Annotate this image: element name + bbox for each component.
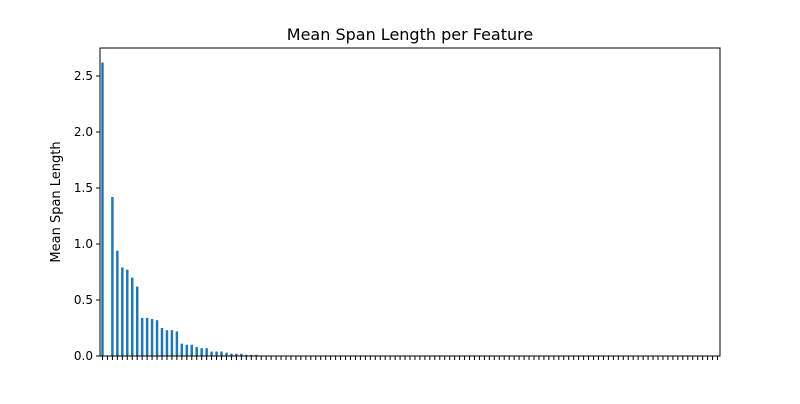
bar bbox=[215, 352, 217, 356]
bar bbox=[111, 197, 113, 356]
y-tick-label: 0.5 bbox=[74, 293, 93, 307]
bar bbox=[200, 348, 202, 356]
plot-frame bbox=[100, 48, 720, 356]
bar bbox=[116, 251, 118, 356]
x-ticks-group bbox=[102, 356, 717, 360]
bar bbox=[151, 319, 153, 356]
bar bbox=[186, 345, 188, 356]
bar bbox=[161, 328, 163, 356]
bar bbox=[191, 345, 193, 356]
bar bbox=[121, 268, 123, 356]
y-tick-label: 2.5 bbox=[74, 69, 93, 83]
bar bbox=[195, 347, 197, 356]
bar bbox=[131, 278, 133, 356]
bar bbox=[101, 63, 103, 356]
bar bbox=[205, 348, 207, 356]
y-ticks-group: 0.0 0.5 1.0 1.5 2.0 2.5 bbox=[74, 69, 100, 363]
bar bbox=[141, 318, 143, 356]
bar bbox=[166, 330, 168, 356]
y-tick-label: 1.5 bbox=[74, 181, 93, 195]
bar bbox=[220, 352, 222, 356]
chart-title: Mean Span Length per Feature bbox=[287, 25, 533, 44]
y-tick-label: 1.0 bbox=[74, 237, 93, 251]
bar bbox=[181, 344, 183, 356]
y-tick-label: 2.0 bbox=[74, 125, 93, 139]
bar bbox=[146, 318, 148, 356]
bar bbox=[225, 353, 227, 356]
bar bbox=[156, 320, 158, 356]
bar bbox=[136, 287, 138, 356]
bar bbox=[171, 330, 173, 356]
y-axis-label: Mean Span Length bbox=[49, 141, 64, 262]
y-tick-label: 0.0 bbox=[74, 349, 93, 363]
bar bbox=[176, 331, 178, 356]
bar bbox=[126, 270, 128, 356]
bars-group bbox=[101, 63, 277, 356]
bar bbox=[210, 352, 212, 356]
